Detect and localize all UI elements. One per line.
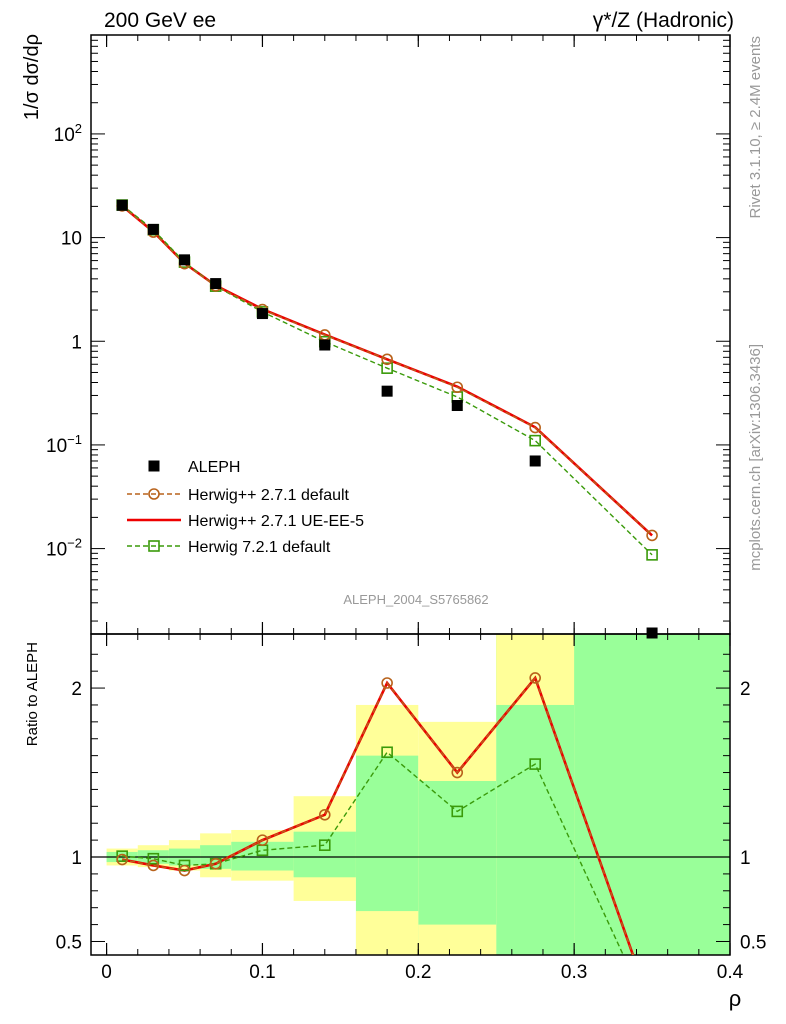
mcplots-label: mcplots.cern.ch [arXiv:1306.3436] [747,344,764,571]
point-aleph [116,199,128,211]
point-hpp_default [381,353,393,366]
legend: ALEPH Herwig++ 2.7.1 default Herwig++ 2.7.… [127,459,364,556]
x-tick-label: 0.1 [249,962,275,983]
main-y-axis-label: 1/σ dσ/dρ [21,34,43,120]
point-h7 [529,434,541,447]
legend-label-hpp_ueee5: Herwig++ 2.7.1 UE-EE-5 [188,513,364,530]
ratio-y-tick-label-left: 1 [71,848,82,869]
x-tick-label: 0.2 [405,962,431,983]
ratio-y-tick-label-left: 2 [71,679,82,700]
y-tick-label: 102 [54,121,82,146]
series-line-h7 [121,204,653,556]
point-aleph [147,223,159,235]
ratio-y-tick-label-right: 2 [740,679,751,700]
ratio-y-tick-label-left: 0.5 [56,932,82,953]
ratio-y-axis-label: Ratio to ALEPH [24,642,41,746]
ratio-point-hpp_default [209,857,222,870]
band-outer-low-1 [418,924,497,955]
series-layer [116,199,658,955]
point-h7 [381,362,393,374]
ratio-point-hpp_default [116,853,128,866]
rivet-label: Rivet 3.1.10, ≥ 2.4M events [747,36,764,219]
band-outer-top-8 [496,634,575,705]
point-aleph [179,254,191,266]
ratio-point-h7 [529,758,541,770]
main-frame [90,34,731,635]
x-tick-label: 0 [101,962,112,983]
legend-label-aleph: ALEPH [188,459,240,476]
series-line-hpp_default [121,205,653,536]
point-aleph [256,308,268,320]
legend-marker-aleph [148,460,160,472]
y-tick-label: 1 [71,332,82,353]
point-hpp_default [529,421,541,434]
x-tick-label: 0.3 [561,962,587,983]
header-right: γ*/Z (Hadronic) [593,9,734,32]
series-line-hpp_ueee5 [121,204,653,537]
legend-marker-h7 [148,540,160,552]
point-aleph [210,278,222,290]
legend-marker-hpp_default [148,488,160,500]
ratio-point-hpp_default [147,859,160,872]
ratio-frame [90,633,731,956]
y-tick-label: 10−2 [46,536,82,561]
ratio-point-h7 [451,805,464,818]
band-outer-low-0 [355,911,419,955]
x-axis-label: ρ [729,986,742,1011]
ratio-point-h7 [147,852,160,865]
ratio-point-hpp_default [318,808,331,821]
x-tick-label: 0.4 [717,962,744,983]
analysis-label: ALEPH_2004_S5765862 [343,592,488,607]
ratio-y-tick-label-right: 1 [740,848,751,869]
ratio-point-hpp_default [451,766,464,779]
ratio-point-h7 [318,839,331,851]
band-inner-5 [293,831,356,878]
ratio-line-hpp_ueee5 [121,675,635,955]
ratio-bands [106,634,730,955]
band-inner-9 [574,634,730,955]
point-aleph [451,400,463,412]
point-h7 [646,549,658,561]
ratio-point-h7 [178,859,191,872]
point-aleph [381,385,393,397]
point-hpp_default [646,529,658,542]
ratio-point-hpp_default [381,677,393,689]
ratio-point-h7 [381,746,393,759]
point-hpp_default [451,381,464,394]
ratio-point-hpp_default [256,834,269,846]
legend-label-hpp_default: Herwig++ 2.7.1 default [188,487,350,504]
ratio-series [116,672,635,955]
point-aleph [646,627,658,639]
header-left: 200 GeV ee [104,9,216,32]
y-tick-label: 10−1 [46,432,82,457]
point-aleph [319,339,331,351]
y-tick-label: 10 [61,229,82,250]
ratio-point-hpp_default [529,672,541,684]
main-series [116,199,658,561]
legend-label-h7: Herwig 7.2.1 default [188,539,331,556]
ratio-y-tick-label-right: 0.5 [740,932,766,953]
ratio-point-h7 [116,850,128,862]
frames [90,34,731,956]
ratio-point-hpp_default [178,864,191,877]
axis-ticks: 0 0.1 0.2 0.3 0.4 10−2 10−1 1 10 102 0.5 0.5 1 1 2 2 [46,34,766,983]
point-aleph [529,455,541,467]
